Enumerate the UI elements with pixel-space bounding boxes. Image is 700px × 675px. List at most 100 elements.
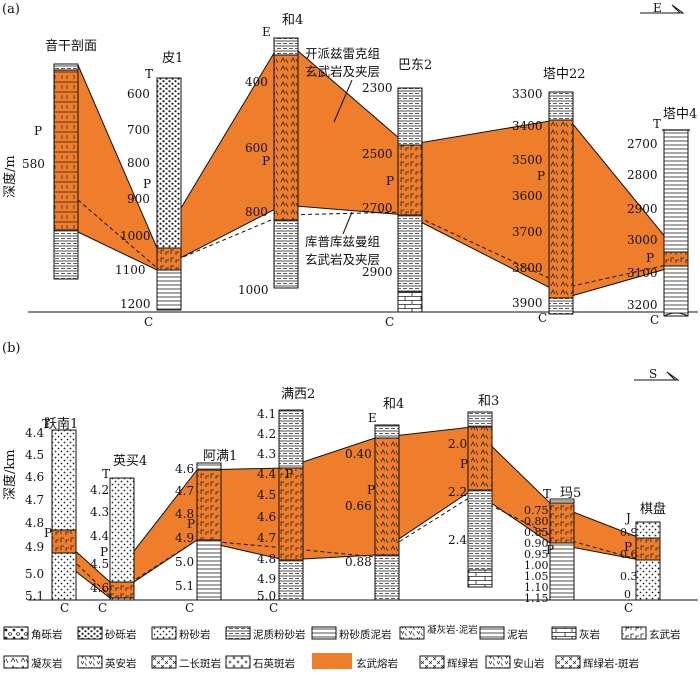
svg-text:4.9: 4.9 xyxy=(257,572,276,586)
svg-text:4.5: 4.5 xyxy=(257,488,276,502)
svg-text:4.8: 4.8 xyxy=(257,552,276,566)
well-column-yuenan1 xyxy=(51,429,77,601)
svg-text:玄武岩及夹层: 玄武岩及夹层 xyxy=(305,64,380,79)
well-column-yingmai4 xyxy=(109,477,135,601)
legend-item-14: 辉绿岩 xyxy=(419,655,479,670)
svg-text:1.10: 1.10 xyxy=(524,581,549,594)
p-mark-b-5: P xyxy=(460,457,468,471)
well-yingmai4-basalt xyxy=(109,581,135,599)
svg-text:凝灰岩-泥岩: 凝灰岩-泥岩 xyxy=(427,624,478,636)
depths-yuenan1: 4.4 4.5 4.6 4.7 4.8 4.9 5.0 5.1 xyxy=(25,426,44,603)
legend-item-9: 凝灰岩 xyxy=(3,655,63,670)
p-mark-b-6: P xyxy=(546,543,554,557)
svg-text:4.6: 4.6 xyxy=(257,510,276,524)
formation-boundary-a xyxy=(77,199,681,288)
well-name-a-2: 和4 xyxy=(282,13,303,28)
well-ma5-basalt xyxy=(549,502,575,544)
svg-text:3300: 3300 xyxy=(512,87,543,101)
svg-text:4.7: 4.7 xyxy=(257,531,276,545)
svg-text:4.7: 4.7 xyxy=(175,484,194,498)
svg-text:玄武岩及夹层: 玄武岩及夹层 xyxy=(305,252,380,267)
p-mark-a-1: P xyxy=(143,177,151,191)
depths-tazhong22: 3300 3400 3500 3600 3700 3800 3900 xyxy=(512,87,543,310)
p-mark-a-5: P xyxy=(646,251,654,265)
svg-text:0.9: 0.9 xyxy=(620,526,638,539)
p-mark-a-0: P xyxy=(34,124,42,138)
compass-a-icon: E xyxy=(640,1,685,15)
c-mark-b-2: C xyxy=(185,601,194,615)
well-name-b-1: 英买4 xyxy=(113,454,147,469)
well-he3-basalt xyxy=(467,426,493,491)
svg-text:角砾岩: 角砾岩 xyxy=(31,628,63,641)
well-name-b-2: 阿满1 xyxy=(203,449,237,464)
legend-item-0: 角砾岩 xyxy=(3,626,63,641)
legend-item-8: 玄武岩 xyxy=(621,626,681,641)
svg-text:900: 900 xyxy=(127,192,150,206)
well-tazhong22-basalt xyxy=(548,119,574,299)
depth-label-a-0-0: 580 xyxy=(22,157,45,171)
legend-item-7: 灰岩 xyxy=(551,626,600,641)
well-name-b-7: 棋盘 xyxy=(640,501,666,517)
top-mark-tazhong4: T xyxy=(653,117,661,131)
legend-item-16: 辉绿岩-斑岩 xyxy=(555,655,639,670)
c-mark-b-1: C xyxy=(98,601,107,615)
svg-text:0.85: 0.85 xyxy=(524,526,549,539)
legend-item-15: 安山岩 xyxy=(485,655,545,670)
svg-text:二长斑岩: 二长斑岩 xyxy=(179,657,221,670)
well-name-a-0: 音干剖面 xyxy=(45,38,97,54)
well-he3-limestone xyxy=(467,569,493,588)
top-mark-pi1: T xyxy=(145,67,153,81)
y-axis-label-a: 深度/m xyxy=(2,155,18,198)
svg-text:库普库兹曼组: 库普库兹曼组 xyxy=(305,234,380,249)
well-tazhong4-basalt xyxy=(663,251,689,267)
depths-tazhong4: 2700 2800 2900 3000 3100 3200 xyxy=(627,137,658,312)
well-aman1-basalt xyxy=(196,469,222,541)
depths-he4: 400 600 800 1000 xyxy=(238,75,269,297)
well-yuenan1-basalt xyxy=(51,529,77,554)
svg-text:4.6: 4.6 xyxy=(90,581,109,595)
svg-text:粉砂质泥岩: 粉砂质泥岩 xyxy=(339,628,392,641)
y-axis-label-b: 深度/km xyxy=(2,449,18,500)
svg-text:3900: 3900 xyxy=(512,296,543,310)
svg-text:粉砂岩: 粉砂岩 xyxy=(179,628,211,641)
svg-text:2700: 2700 xyxy=(362,201,393,215)
legend-item-2: 粉砂岩 xyxy=(151,626,211,641)
svg-text:3200: 3200 xyxy=(627,298,658,312)
well-he4-b-basalt xyxy=(374,437,400,556)
svg-text:0.66: 0.66 xyxy=(345,499,372,513)
svg-text:2.4: 2.4 xyxy=(448,533,467,547)
depths-badong2: 2300 2500 2700 2900 xyxy=(362,81,393,279)
svg-text:3000: 3000 xyxy=(627,233,658,247)
p-mark-a-2: P xyxy=(262,154,270,168)
p-mark-b-4: P xyxy=(367,483,375,497)
svg-text:玄武岩: 玄武岩 xyxy=(649,628,681,641)
svg-text:3600: 3600 xyxy=(512,189,543,203)
top-mark-he4-b: E xyxy=(368,411,377,425)
svg-text:3500: 3500 xyxy=(512,153,543,167)
well-pi1-lower xyxy=(156,269,182,311)
svg-text:泥质粉砂岩: 泥质粉砂岩 xyxy=(253,628,306,641)
well-he4-basalt xyxy=(273,54,299,221)
legend-item-12: 石英斑岩 xyxy=(225,655,295,670)
svg-text:1.05: 1.05 xyxy=(524,570,549,583)
legend-item-10: 英安岩 xyxy=(77,655,137,670)
svg-text:凝灰岩: 凝灰岩 xyxy=(31,657,63,670)
well-name-b-5: 和3 xyxy=(478,394,499,409)
svg-text:2700: 2700 xyxy=(627,137,658,151)
c-mark-a-2: C xyxy=(538,311,547,325)
svg-text:0.80: 0.80 xyxy=(524,515,549,528)
well-column-qipan xyxy=(635,521,661,601)
svg-text:S: S xyxy=(649,367,657,381)
top-mark-he4: E xyxy=(262,25,271,39)
svg-text:1000: 1000 xyxy=(238,283,269,297)
svg-text:2300: 2300 xyxy=(362,81,393,95)
well-qipan-basalt xyxy=(635,537,661,561)
svg-text:0.90: 0.90 xyxy=(524,537,549,550)
svg-text:4.8: 4.8 xyxy=(25,516,44,530)
svg-text:辉绿岩: 辉绿岩 xyxy=(447,657,479,670)
svg-text:5.0: 5.0 xyxy=(25,567,44,581)
depths-manxi2: 4.1 4.2 4.3 4.4 4.5 4.6 4.7 4.8 4.9 5.0 xyxy=(257,407,276,603)
c-mark-a-1: C xyxy=(385,315,394,329)
depths-pi1: 600 700 800 900 1000 1100 1200 xyxy=(115,87,151,311)
svg-text:5.1: 5.1 xyxy=(175,579,194,593)
